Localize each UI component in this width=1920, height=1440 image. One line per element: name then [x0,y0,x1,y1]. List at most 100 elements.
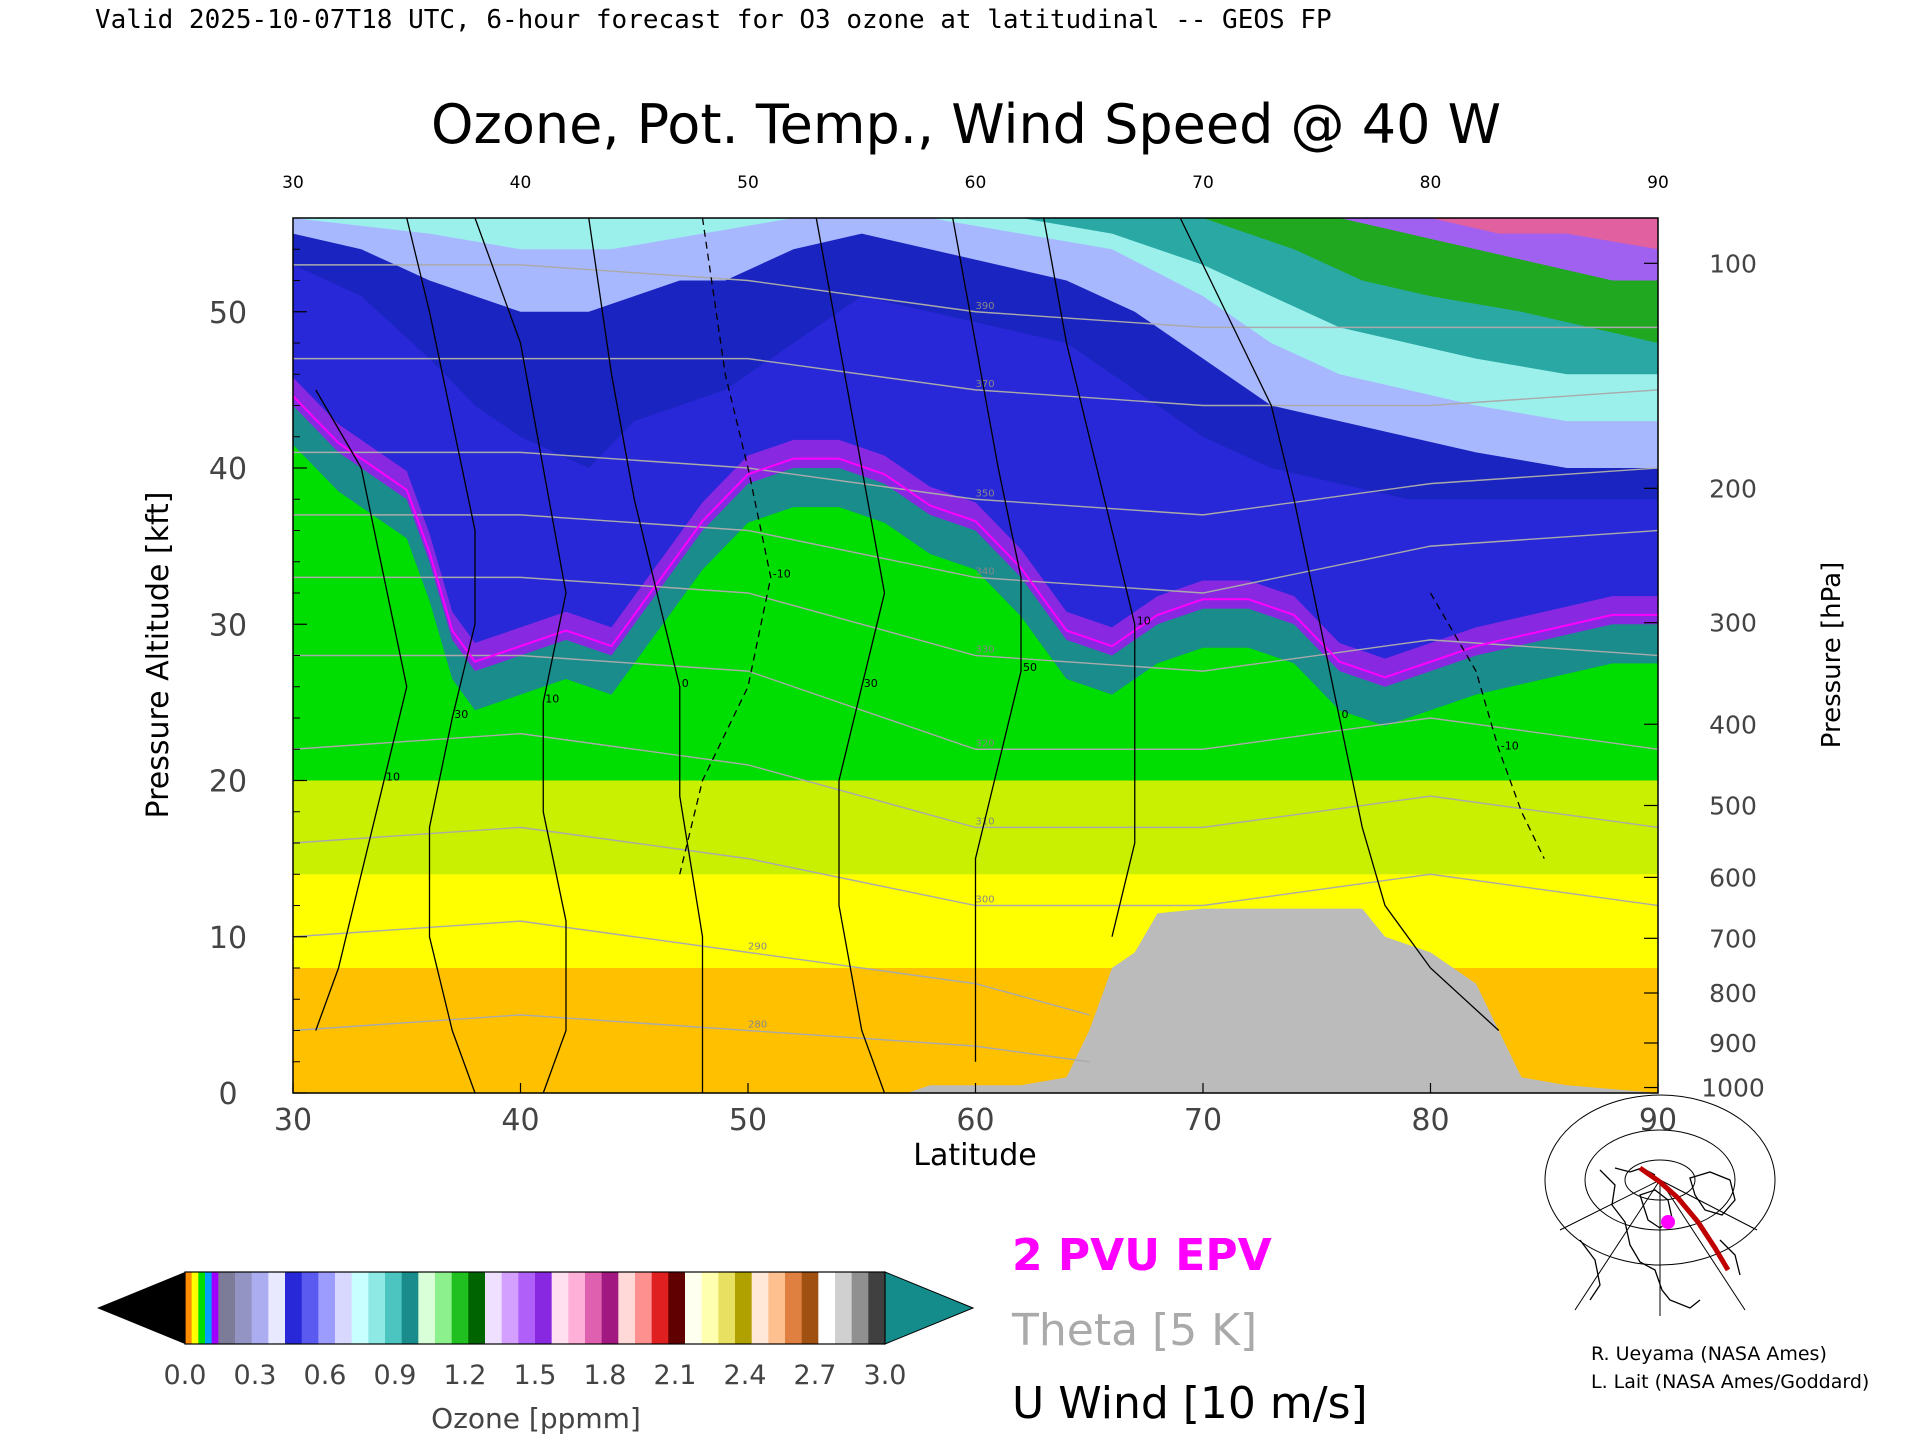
y-tick-label-right: 900 [1709,1029,1757,1058]
x-tick-label: 40 [501,1103,539,1138]
colorbar-swatch [418,1272,436,1344]
contour-lines: 2802903003103203303403503703901030100-10… [293,218,1658,1093]
colorbar-tick-label: 0.6 [304,1360,347,1391]
theta-contour-label: 350 [976,488,995,499]
wind-contour [474,218,567,1093]
y-tick-label-right: 600 [1709,863,1757,892]
theta-contour-label: 320 [976,738,995,749]
terrain [907,908,1658,1093]
colorbar-swatch [198,1272,206,1344]
epv-2pvu-line [293,395,1658,679]
top-x-tick-label: 60 [965,173,987,193]
chart-title: Ozone, Pot. Temp., Wind Speed @ 40 W [431,93,1501,156]
top-x-tick-label: 30 [282,173,304,193]
plot-area: 2802903003103203303403503703901030100-10… [292,217,1659,1094]
colorbar-tick-label: 2.1 [654,1360,697,1391]
colorbar-swatch [235,1272,253,1344]
colorbar-swatch [835,1272,853,1344]
top-x-tick-label: 90 [1647,173,1669,193]
theta-contour-label: 330 [976,645,995,656]
colorbar-over-arrow [884,1271,975,1345]
y-tick-label-right: 500 [1709,792,1757,821]
theta-contour [293,451,1658,516]
y-tick-label-right: 700 [1709,924,1757,953]
wind-contour [1043,218,1136,937]
x-axis-label: Latitude [913,1138,1036,1173]
credit-line-2: L. Lait (NASA Ames/Goddard) [1591,1371,1869,1393]
wind-contour [679,218,772,875]
colorbar-swatch [651,1272,669,1344]
colorbar-swatch [185,1272,193,1344]
theta-contour [293,920,1090,1016]
theta-contour [293,264,1658,329]
colorbar-swatch [211,1272,219,1344]
y-tick-label-right: 800 [1709,979,1757,1008]
y-tick-label-right: 400 [1709,710,1757,739]
colorbar-swatch [485,1272,503,1344]
theta-contour [293,1014,1090,1063]
theta-contour-label: 390 [976,301,995,312]
wind-contour-label: 10 [1137,614,1151,627]
wind-contour-label: 30 [454,708,468,721]
wind-contour [1179,218,1500,1031]
y-tick-label-left: 0 [218,1077,237,1112]
theta-contour-label: 370 [976,379,995,390]
colorbar-swatch [568,1272,586,1344]
valid-time-header: Valid 2025-10-07T18 UTC, 6-hour forecast… [95,5,1332,35]
wind-contour [952,218,1022,1062]
x-tick-label: 80 [1411,1103,1449,1138]
colorbar-swatch [518,1272,536,1344]
wind-contour [588,218,704,1093]
x-tick-label: 30 [274,1103,312,1138]
wind-contour-label: 0 [1342,708,1349,721]
colorbar-swatch [191,1272,199,1344]
colorbar-swatch [701,1272,719,1344]
colorbar-tick-label: 1.5 [514,1360,557,1391]
colorbar-swatch [668,1272,686,1344]
y-tick-label-left: 50 [209,296,247,331]
colorbar-swatch [501,1272,519,1344]
colorbar-swatch [301,1272,319,1344]
credit-line-1: R. Ueyama (NASA Ames) [1591,1343,1827,1365]
wind-contour-label: 10 [386,771,400,784]
y-tick-label-right: 200 [1709,474,1757,503]
colorbar-swatch [218,1272,236,1344]
wind-contour [406,218,476,1093]
wind-contour [315,389,408,1031]
wind-contour [1429,592,1545,859]
y-tick-label-right: 300 [1709,609,1757,638]
colorbar-swatch [818,1272,836,1344]
theta-contour [293,654,1658,750]
top-x-tick-label: 80 [1420,173,1442,193]
x-tick-label: 70 [1184,1103,1222,1138]
colorbar-swatch [535,1272,553,1344]
colorbar-swatch [601,1272,619,1344]
colorbar-tick-label: 0.9 [374,1360,417,1391]
y-axis-label-right: Pressure [hPa] [1817,562,1847,749]
colorbar-swatch [768,1272,786,1344]
colorbar-tick-label: 0.0 [164,1360,207,1391]
theta-contour [293,576,1658,672]
colorbar-swatch [851,1272,869,1344]
colorbar-label: Ozone [ppmm] [431,1402,641,1435]
colorbar-swatch [351,1272,369,1344]
theta-contour [293,357,1658,407]
colorbar-swatch [451,1272,469,1344]
y-tick-label-left: 10 [209,921,247,956]
colorbar: 0.0 0.3 0.6 0.9 1.2 1.5 1.8 2.1 2.4 2.7 3.0 [97,1271,975,1391]
top-x-tick-label: 40 [510,173,532,193]
cross-section-track [1638,1165,1731,1272]
y-tick-label-left: 20 [209,765,247,800]
colorbar-swatch [268,1272,286,1344]
colorbar-swatch [285,1272,303,1344]
colorbar-swatch [435,1272,453,1344]
x-tick-label: 50 [729,1103,767,1138]
legend-theta: Theta [5 K] [1011,1305,1257,1356]
x-tick-label: 90 [1639,1103,1677,1138]
y-tick-label-left: 30 [209,608,247,643]
wind-contour [815,218,886,1093]
theta-contour-label: 300 [976,895,995,906]
colorbar-swatch [868,1272,886,1344]
colorbar-tick-label: 1.2 [444,1360,487,1391]
